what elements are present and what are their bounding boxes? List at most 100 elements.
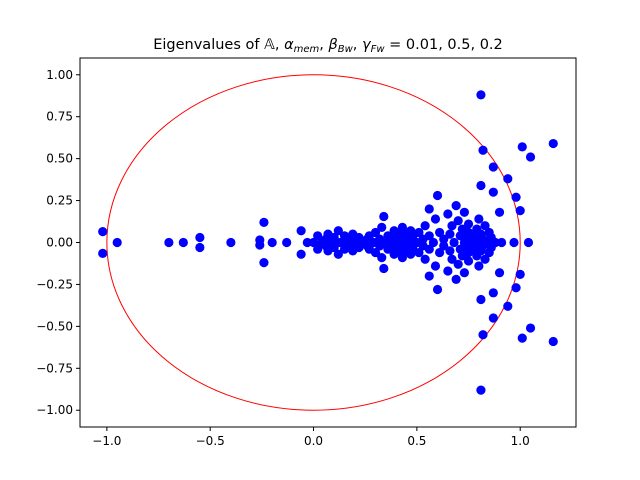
data-point-5 [195, 232, 205, 243]
data-point-92 [432, 284, 443, 295]
data-point-95 [439, 234, 449, 244]
y-tick-label: −1.00 [36, 403, 73, 417]
data-point-6 [195, 242, 205, 253]
data-point-136 [480, 254, 490, 264]
data-point-84 [424, 231, 434, 241]
data-point-160 [494, 207, 505, 217]
x-tick-label: −1.0 [92, 434, 121, 448]
data-point-91 [432, 190, 443, 201]
data-point-99 [445, 229, 455, 239]
data-point-29 [333, 249, 343, 259]
data-point-15 [296, 249, 306, 259]
data-point-85 [424, 244, 434, 254]
data-point-86 [424, 204, 434, 214]
data-point-100 [445, 246, 455, 256]
unit-circle [106, 74, 521, 411]
data-point-166 [525, 152, 536, 162]
data-point-149 [478, 330, 488, 340]
data-point-151 [488, 313, 498, 323]
data-point-128 [474, 214, 484, 224]
data-point-1 [98, 248, 108, 259]
data-point-144 [509, 237, 519, 248]
y-tick-label: 0.25 [46, 194, 73, 208]
data-point-107 [453, 259, 463, 269]
data-point-11 [259, 258, 269, 268]
y-tick-label: 0.00 [46, 236, 73, 250]
data-point-27 [329, 242, 339, 253]
x-tick-label: 1.0 [511, 434, 530, 448]
data-point-51 [377, 252, 387, 263]
data-point-114 [459, 268, 469, 278]
data-point-120 [463, 256, 474, 266]
y-tick-label: −0.75 [36, 361, 73, 375]
data-point-50 [377, 222, 387, 233]
data-point-104 [451, 201, 461, 211]
x-axis: −1.0 −0.5 0.0 0.5 1.0 [92, 427, 530, 448]
data-point-18 [313, 231, 323, 241]
y-tick-label: −0.25 [36, 277, 73, 291]
data-point-163 [515, 269, 525, 279]
data-point-101 [447, 221, 457, 231]
data-point-145 [523, 237, 534, 248]
data-point-47 [370, 247, 381, 258]
data-point-113 [459, 207, 469, 217]
data-point-66 [397, 222, 407, 233]
data-point-19 [313, 244, 323, 254]
data-point-53 [379, 263, 389, 274]
data-point-82 [420, 221, 430, 231]
data-point-28 [333, 226, 343, 236]
data-point-96 [439, 241, 449, 251]
y-tick-label: 0.50 [46, 152, 73, 166]
data-point-3 [164, 237, 174, 248]
data-point-168 [548, 138, 558, 149]
data-point-14 [296, 226, 306, 236]
data-point-93 [435, 227, 445, 238]
data-point-67 [397, 252, 407, 263]
data-point-164 [517, 142, 527, 152]
data-point-97 [443, 209, 453, 219]
data-point-94 [435, 247, 445, 258]
data-point-10 [259, 217, 269, 227]
data-point-146 [476, 90, 486, 100]
y-axis: 1.00 0.75 0.50 0.25 0.00 −0.25 −0.50 −0.75 −1.00 [36, 68, 80, 417]
data-point-89 [430, 214, 441, 224]
data-point-105 [451, 274, 461, 284]
y-tick-label: −0.50 [36, 319, 73, 333]
data-point-98 [443, 266, 453, 276]
data-point-103 [449, 237, 459, 248]
data-point-52 [379, 211, 389, 222]
data-point-26 [329, 232, 339, 243]
data-point-165 [517, 333, 527, 343]
y-tick-label: 0.75 [46, 110, 73, 124]
data-point-119 [463, 219, 474, 229]
data-point-17 [308, 237, 319, 248]
data-point-143 [497, 237, 507, 248]
data-point-79 [414, 247, 424, 258]
x-tick-label: 0.0 [304, 434, 323, 448]
data-point-83 [420, 254, 430, 264]
data-point-153 [476, 294, 486, 305]
x-tick-label: −0.5 [196, 434, 225, 448]
data-point-106 [453, 216, 463, 226]
data-point-169 [548, 336, 558, 347]
data-point-155 [488, 288, 498, 298]
data-point-157 [503, 301, 513, 311]
data-point-46 [370, 227, 381, 238]
data-point-13 [282, 237, 292, 248]
data-point-129 [474, 261, 484, 271]
data-point-154 [488, 187, 498, 197]
plot-area [106, 74, 521, 411]
data-point-102 [447, 254, 457, 264]
data-point-30 [335, 237, 345, 248]
data-point-7 [226, 237, 236, 248]
data-point-78 [414, 227, 424, 238]
data-point-156 [503, 174, 513, 184]
data-points [98, 90, 558, 395]
data-point-161 [494, 268, 505, 278]
data-point-0 [98, 226, 108, 237]
data-point-152 [476, 180, 486, 191]
data-point-167 [525, 323, 536, 333]
data-point-135 [480, 221, 490, 231]
data-point-2 [112, 237, 122, 248]
data-point-147 [476, 385, 486, 395]
